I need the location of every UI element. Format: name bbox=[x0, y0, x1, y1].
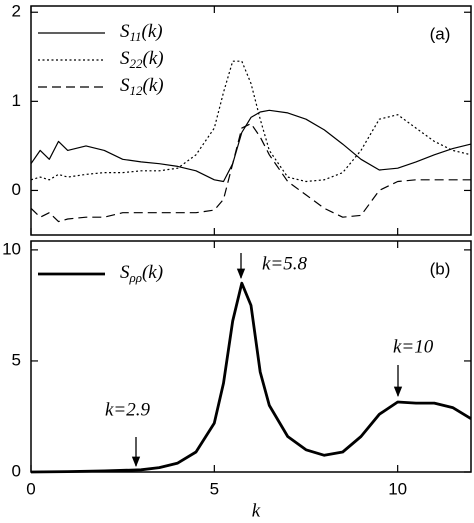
legend-label: S22(k) bbox=[120, 48, 164, 71]
y-tick-label: 0 bbox=[12, 180, 21, 199]
panel-label: (a) bbox=[430, 24, 451, 43]
annotation: k=10 bbox=[393, 336, 434, 357]
series-line bbox=[30, 60, 472, 183]
y-tick-label: 10 bbox=[2, 239, 21, 258]
x-tick-label: 5 bbox=[210, 479, 219, 498]
plot-frame bbox=[30, 240, 472, 473]
y-tick-label: 2 bbox=[12, 2, 21, 21]
annotation: k=5.8 bbox=[262, 253, 308, 274]
annotation: k=2.9 bbox=[105, 399, 151, 420]
series-line bbox=[30, 122, 471, 223]
y-tick-label: 1 bbox=[12, 91, 21, 110]
y-tick-label: 0 bbox=[12, 461, 21, 480]
y-tick-label: 5 bbox=[12, 350, 21, 369]
legend-label: S12(k) bbox=[120, 75, 164, 98]
legend-label: S11(k) bbox=[120, 21, 163, 44]
x-axis-label: k bbox=[252, 500, 261, 521]
panel-label: (b) bbox=[430, 259, 451, 278]
series-line bbox=[30, 109, 472, 183]
plot-frame bbox=[30, 5, 472, 236]
x-tick-label: 0 bbox=[26, 479, 35, 498]
series-line bbox=[30, 281, 472, 474]
x-tick-label: 10 bbox=[388, 479, 407, 498]
legend-label: Sρρ(k) bbox=[120, 262, 163, 285]
